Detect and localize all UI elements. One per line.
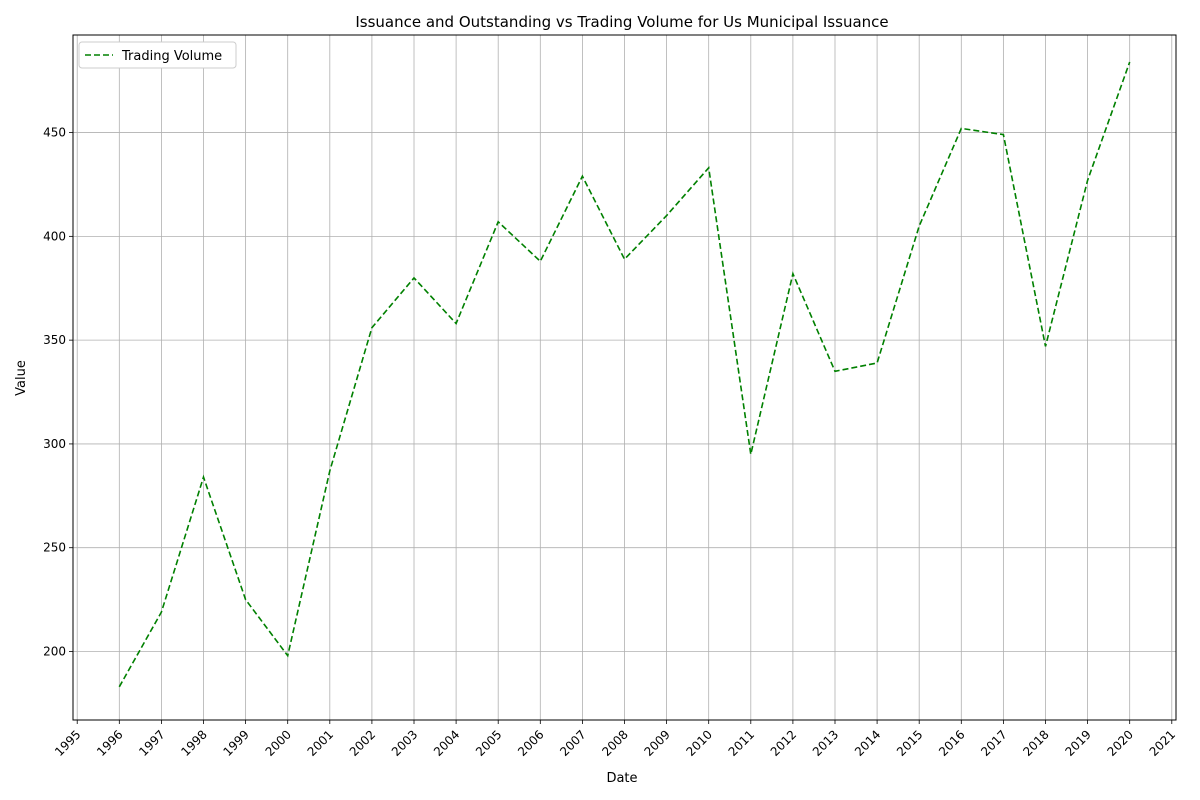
y-tick-label: 400: [43, 229, 66, 243]
x-tick-label: 2000: [263, 727, 294, 758]
grid-lines: [73, 35, 1176, 720]
x-tick-label: 2001: [305, 727, 336, 758]
x-tick-label: 2010: [684, 727, 715, 758]
series-group: [118, 61, 1131, 688]
y-tick-label: 450: [43, 126, 66, 140]
x-tick-label: 2007: [557, 727, 588, 758]
y-tick-label: 350: [43, 333, 66, 347]
legend-box: [78, 41, 237, 69]
x-tick-label: 2004: [431, 727, 462, 758]
x-tick-label: 2005: [473, 727, 504, 758]
x-tick-label: 2008: [599, 727, 630, 758]
x-tick-label: 2020: [1105, 727, 1136, 758]
x-tick-label: 2014: [852, 727, 883, 758]
x-tick-label: 2019: [1062, 727, 1093, 758]
x-tick-label: 1997: [136, 727, 167, 758]
x-tick-label: 2021: [1147, 727, 1178, 758]
plot-frame: [72, 34, 1177, 721]
y-axis-ticks: 200 250 300 350 400 450: [43, 126, 73, 659]
x-tick-label: 1995: [52, 727, 83, 758]
x-tick-label: 1996: [94, 727, 125, 758]
y-tick-label: 300: [43, 437, 66, 451]
y-tick-label: 250: [43, 541, 66, 555]
legend-label: Trading Volume: [121, 49, 222, 64]
series-line-trading-volume: [118, 61, 1131, 688]
x-axis-ticks: 1995 1996 1997 1998 1999 2000 2001 2002 2003 2004…: [52, 720, 1178, 759]
x-tick-label: 2002: [347, 727, 378, 758]
x-tick-label: 2015: [894, 727, 925, 758]
x-tick-label: 2011: [726, 727, 757, 758]
x-tick-label: 2013: [810, 727, 841, 758]
x-tick-label: 2003: [389, 727, 420, 758]
chart-title: Issuance and Outstanding vs Trading Volu…: [355, 13, 888, 31]
x-axis-label: Date: [606, 771, 637, 786]
x-tick-label: 2009: [641, 727, 672, 758]
x-tick-label: 2018: [1020, 727, 1051, 758]
x-tick-label: 2016: [936, 727, 967, 758]
y-tick-label: 200: [43, 645, 66, 659]
x-tick-label: 2006: [515, 727, 546, 758]
x-tick-label: 1999: [220, 727, 251, 758]
x-tick-label: 2012: [768, 727, 799, 758]
x-tick-label: 2017: [978, 727, 1009, 758]
y-axis-label: Value: [14, 360, 29, 396]
x-tick-label: 1998: [178, 727, 209, 758]
legend: Trading Volume: [78, 41, 237, 69]
